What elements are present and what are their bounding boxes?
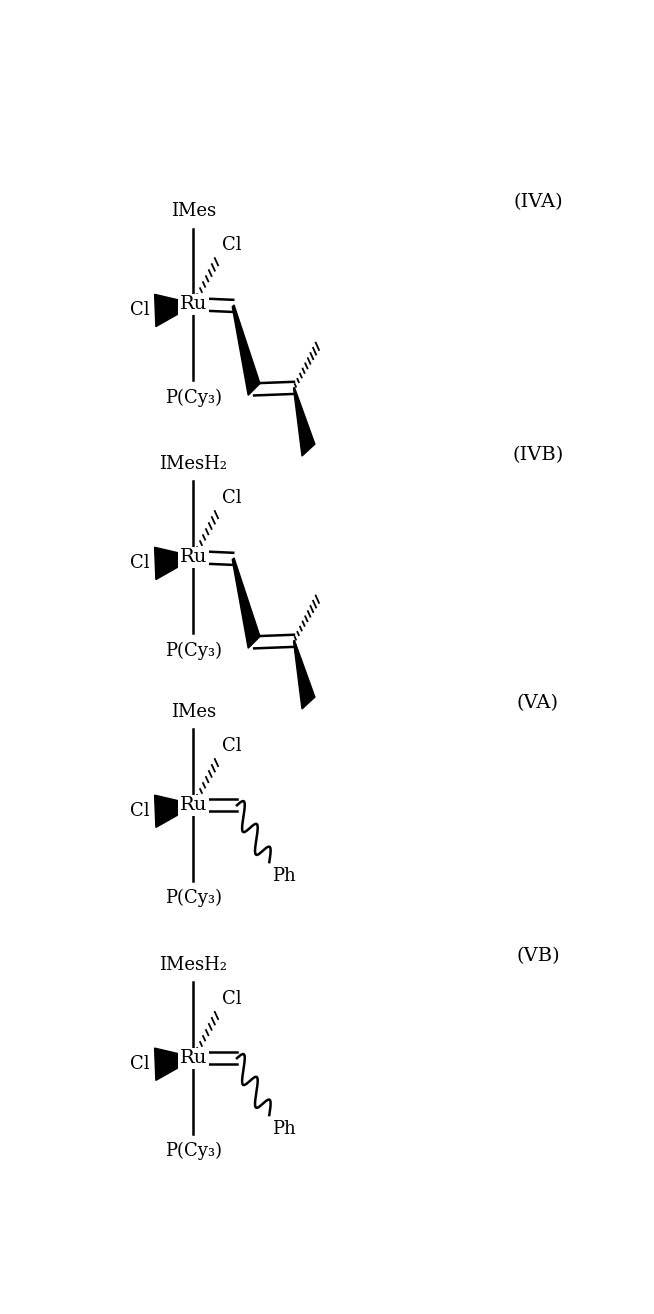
Text: Cl: Cl [222,489,241,507]
Polygon shape [154,1049,194,1080]
Text: Cl: Cl [129,555,149,573]
Text: P(Cy₃): P(Cy₃) [165,389,222,406]
Text: Cl: Cl [222,235,241,254]
Polygon shape [294,640,315,710]
Text: Ru: Ru [180,796,207,815]
Text: (IVA): (IVA) [513,193,562,212]
Text: IMes: IMes [171,703,216,721]
Text: IMesH₂: IMesH₂ [160,456,227,473]
Text: P(Cy₃): P(Cy₃) [165,1142,222,1160]
Text: Cl: Cl [129,301,149,319]
Text: IMesH₂: IMesH₂ [160,957,227,974]
Polygon shape [154,294,194,327]
Text: Cl: Cl [129,803,149,820]
Text: Ru: Ru [180,548,207,566]
Text: Ph: Ph [272,1120,296,1138]
Polygon shape [154,547,194,579]
Text: (IVB): (IVB) [512,445,564,464]
Text: IMes: IMes [171,202,216,221]
Text: Ru: Ru [180,1049,207,1067]
Text: (VB): (VB) [516,946,560,964]
Polygon shape [154,795,194,828]
Text: Cl: Cl [222,989,241,1008]
Polygon shape [232,558,260,648]
Text: P(Cy₃): P(Cy₃) [165,890,222,908]
Text: (VA): (VA) [517,694,559,712]
Text: Ru: Ru [180,296,207,313]
Text: Cl: Cl [129,1055,149,1074]
Text: Ph: Ph [272,867,296,886]
Text: Cl: Cl [222,737,241,754]
Polygon shape [232,305,260,396]
Polygon shape [294,388,315,456]
Text: P(Cy₃): P(Cy₃) [165,641,222,660]
